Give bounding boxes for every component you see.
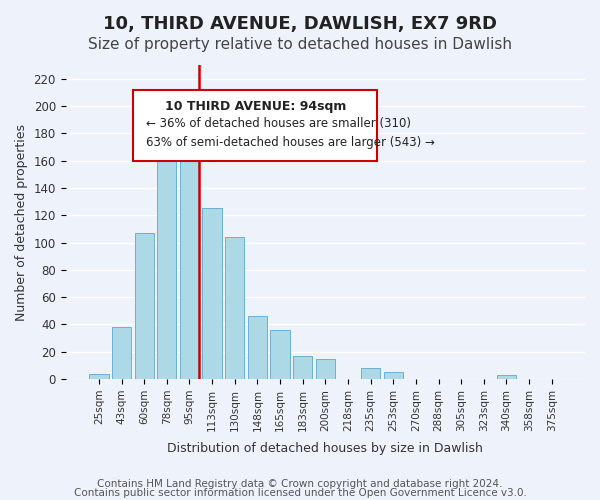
Bar: [361, 368, 380, 379]
Bar: [180, 142, 199, 379]
Y-axis label: Number of detached properties: Number of detached properties: [15, 124, 28, 320]
Bar: [383, 372, 403, 379]
Text: ← 36% of detached houses are smaller (310): ← 36% of detached houses are smaller (31…: [146, 117, 411, 130]
Bar: [202, 208, 222, 379]
Bar: [271, 330, 290, 379]
Bar: [112, 327, 131, 379]
Bar: [248, 316, 267, 379]
Text: 10, THIRD AVENUE, DAWLISH, EX7 9RD: 10, THIRD AVENUE, DAWLISH, EX7 9RD: [103, 15, 497, 33]
Bar: [497, 375, 516, 379]
Bar: [134, 233, 154, 379]
Text: 10 THIRD AVENUE: 94sqm: 10 THIRD AVENUE: 94sqm: [164, 100, 346, 112]
Bar: [293, 356, 313, 379]
Bar: [89, 374, 109, 379]
Bar: [316, 358, 335, 379]
Text: Contains HM Land Registry data © Crown copyright and database right 2024.: Contains HM Land Registry data © Crown c…: [97, 479, 503, 489]
X-axis label: Distribution of detached houses by size in Dawlish: Distribution of detached houses by size …: [167, 442, 483, 455]
Bar: [225, 237, 244, 379]
Text: 63% of semi-detached houses are larger (543) →: 63% of semi-detached houses are larger (…: [146, 136, 435, 148]
Text: Size of property relative to detached houses in Dawlish: Size of property relative to detached ho…: [88, 38, 512, 52]
Bar: [157, 138, 176, 379]
FancyBboxPatch shape: [133, 90, 377, 161]
Text: Contains public sector information licensed under the Open Government Licence v3: Contains public sector information licen…: [74, 488, 526, 498]
